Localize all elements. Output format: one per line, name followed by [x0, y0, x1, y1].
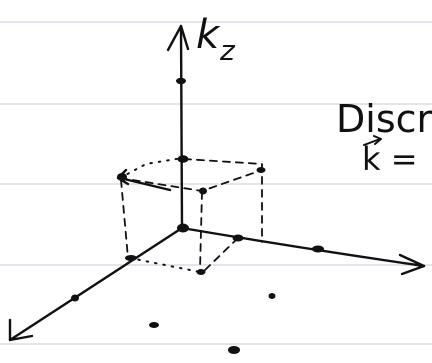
- axes: [8, 24, 426, 342]
- lattice-point: [228, 346, 240, 354]
- lattice-point: [256, 167, 266, 173]
- side-note-equation: k =: [362, 140, 418, 178]
- kz-axis: [179, 24, 184, 230]
- cube-edge: [183, 158, 263, 243]
- cube-edge: [119, 169, 263, 192]
- vector-arrow: [118, 176, 172, 192]
- cube-edge: [120, 179, 129, 259]
- side-note-heading: Discre: [336, 97, 432, 141]
- lattice-point: [196, 269, 206, 275]
- ky-axis: [8, 226, 184, 342]
- kx-axis: [180, 226, 426, 268]
- lattice-point: [125, 255, 137, 261]
- lattice-point: [312, 245, 324, 253]
- kz-label-subscript: z: [219, 34, 236, 67]
- lattice-points: [71, 77, 324, 354]
- cube-edge: [129, 257, 201, 273]
- lattice-point: [117, 173, 127, 181]
- kz-label-base: k: [196, 12, 221, 58]
- lattice-point: [199, 187, 207, 195]
- lattice-point: [177, 155, 189, 163]
- cube-edge: [119, 157, 183, 179]
- kz-label: k z: [196, 12, 236, 67]
- lattice-point: [71, 294, 79, 302]
- ky-arrowhead: [8, 318, 34, 342]
- cube-edge: [204, 237, 239, 271]
- vector-arrow-icon: [363, 138, 381, 146]
- lattice-point: [149, 322, 159, 328]
- lattice-point: [232, 234, 244, 242]
- lattice-point: [176, 77, 186, 85]
- vector-arrowhead-icon: [373, 135, 382, 145]
- lattice-point: [177, 223, 189, 233]
- lattice-point: [268, 293, 276, 299]
- kz-arrowhead: [166, 24, 190, 52]
- side-note: Discre k =: [336, 97, 432, 178]
- kx-arrowhead: [398, 253, 426, 276]
- cube-edge: [199, 191, 203, 271]
- ruled-lines: [0, 21, 432, 345]
